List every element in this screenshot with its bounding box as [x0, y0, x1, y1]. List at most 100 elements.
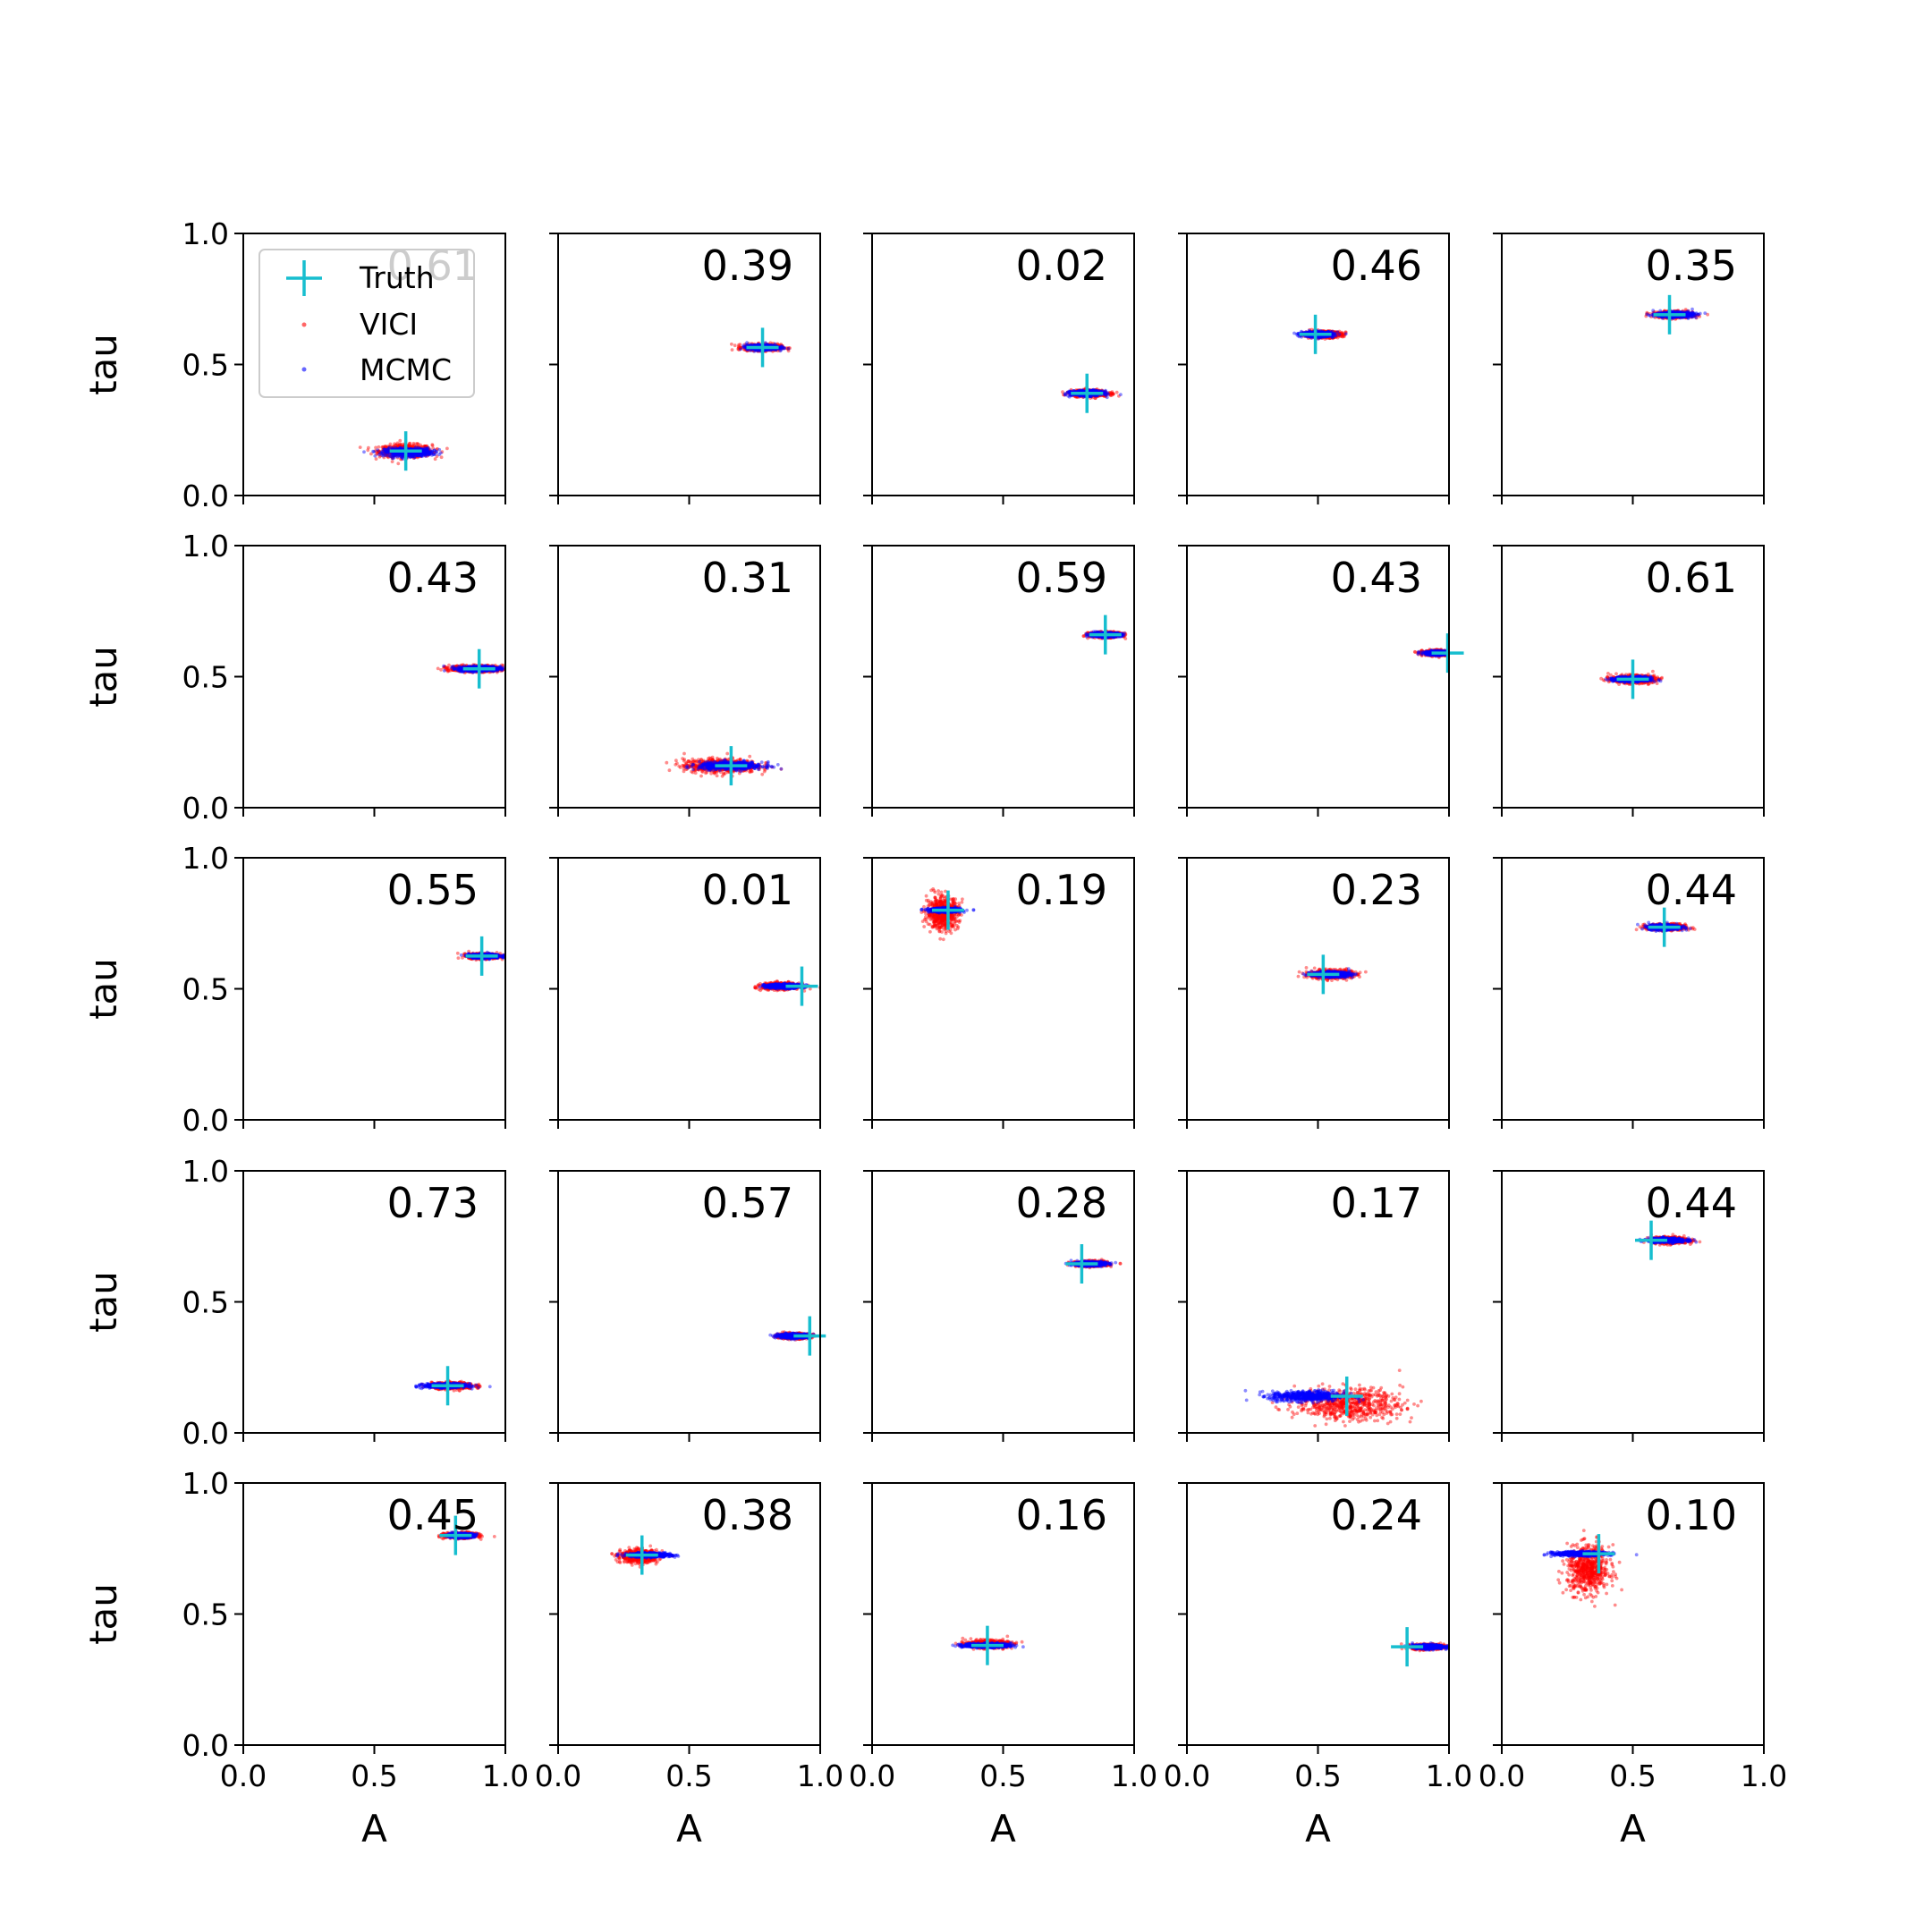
mcmc-point: [1331, 335, 1335, 339]
mcmc-point: [421, 451, 425, 454]
vici-point: [1109, 394, 1113, 398]
mcmc-point: [414, 445, 418, 450]
vici-point: [780, 345, 784, 350]
vici-point: [423, 448, 427, 453]
mcmc-point: [1066, 394, 1070, 398]
vici-point: [381, 452, 386, 456]
mcmc-point: [384, 449, 387, 453]
mcmc-point: [1323, 335, 1327, 339]
vici-point: [1063, 393, 1066, 397]
mcmc-point: [437, 447, 442, 452]
mcmc-point: [1072, 389, 1076, 393]
mcmc-point: [386, 450, 390, 454]
mcmc-point: [758, 348, 762, 352]
vici-point: [399, 453, 403, 457]
vici-point: [1107, 391, 1111, 395]
mcmc-point: [424, 454, 428, 458]
mcmc-point: [425, 451, 429, 455]
vici-point: [428, 452, 433, 456]
vici-point: [1108, 393, 1113, 396]
mcmc-point: [763, 341, 767, 345]
mcmc-point: [783, 346, 787, 350]
vici-point: [413, 453, 417, 457]
vici-point: [411, 443, 416, 447]
vici-point: [386, 448, 390, 453]
mcmc-point: [427, 450, 431, 454]
vici-point: [1331, 332, 1335, 336]
vici-point: [1337, 333, 1341, 337]
vici-point: [1333, 331, 1337, 335]
vici-point: [435, 447, 438, 452]
vici-point: [1330, 335, 1335, 339]
vici-point: [419, 445, 424, 449]
vici-point: [758, 349, 761, 353]
vici-point: [419, 446, 422, 450]
vici-point: [1103, 394, 1107, 397]
vici-point: [1340, 330, 1344, 335]
mcmc-point: [756, 349, 760, 353]
vici-point: [743, 343, 747, 346]
vici-point: [755, 348, 758, 352]
vici-point: [1104, 391, 1108, 395]
vici-point: [1675, 309, 1680, 313]
vici-point: [780, 345, 784, 350]
vici-point: [730, 342, 733, 346]
vici-point: [406, 444, 411, 448]
vici-point: [384, 448, 388, 452]
vici-point: [1330, 335, 1335, 340]
vici-point: [1330, 333, 1335, 337]
vici-point: [774, 348, 778, 352]
vici-point: [755, 343, 759, 347]
vici-point: [1318, 330, 1321, 334]
mcmc-point: [1318, 335, 1323, 339]
mcmc-point: [422, 450, 427, 453]
vici-point: [413, 453, 418, 458]
vici-point: [1090, 395, 1095, 400]
mcmc-point: [1331, 335, 1335, 339]
mcmc-point: [413, 452, 418, 456]
vici-point: [424, 452, 428, 455]
vici-point: [411, 453, 415, 458]
mcmc-point: [390, 456, 394, 461]
mcmc-point: [782, 346, 786, 351]
mcmc-point: [1307, 328, 1311, 333]
mcmc-point: [410, 452, 414, 456]
vici-point: [1335, 331, 1338, 335]
vici-point: [398, 453, 402, 457]
mcmc-point: [1300, 335, 1303, 339]
vici-point: [426, 448, 429, 452]
vici-point: [396, 445, 401, 448]
vici-point: [384, 445, 387, 450]
vici-point: [398, 438, 402, 443]
vici-point: [1335, 332, 1338, 336]
vici-point: [1334, 330, 1338, 335]
mcmc-point: [385, 450, 389, 453]
vici-point: [388, 454, 393, 458]
vici-point: [1332, 332, 1336, 336]
vici-point: [1687, 312, 1691, 317]
vici-point: [1103, 391, 1107, 394]
mcmc-point: [390, 452, 394, 456]
mcmc-point: [427, 453, 431, 457]
vici-point: [1330, 332, 1335, 336]
vici-point: [410, 445, 413, 448]
mcmc-point: [1309, 336, 1314, 340]
mcmc-point: [383, 453, 387, 457]
vici-point: [768, 341, 773, 345]
mcmc-point: [1104, 392, 1108, 396]
mcmc-point: [416, 446, 420, 451]
mcmc-point: [1105, 395, 1109, 400]
vici-point: [407, 443, 411, 447]
vici-point: [1332, 334, 1335, 338]
vici-point: [1332, 332, 1336, 336]
mcmc-point: [1089, 394, 1092, 399]
mcmc-point: [386, 453, 391, 458]
vici-point: [412, 445, 416, 450]
vici-point: [399, 453, 402, 458]
mcmc-point: [413, 446, 417, 451]
vici-point: [1324, 330, 1328, 334]
vici-point: [373, 449, 377, 453]
mcmc-point: [415, 453, 419, 458]
mcmc-point: [1089, 394, 1093, 399]
vici-point: [1110, 393, 1114, 397]
